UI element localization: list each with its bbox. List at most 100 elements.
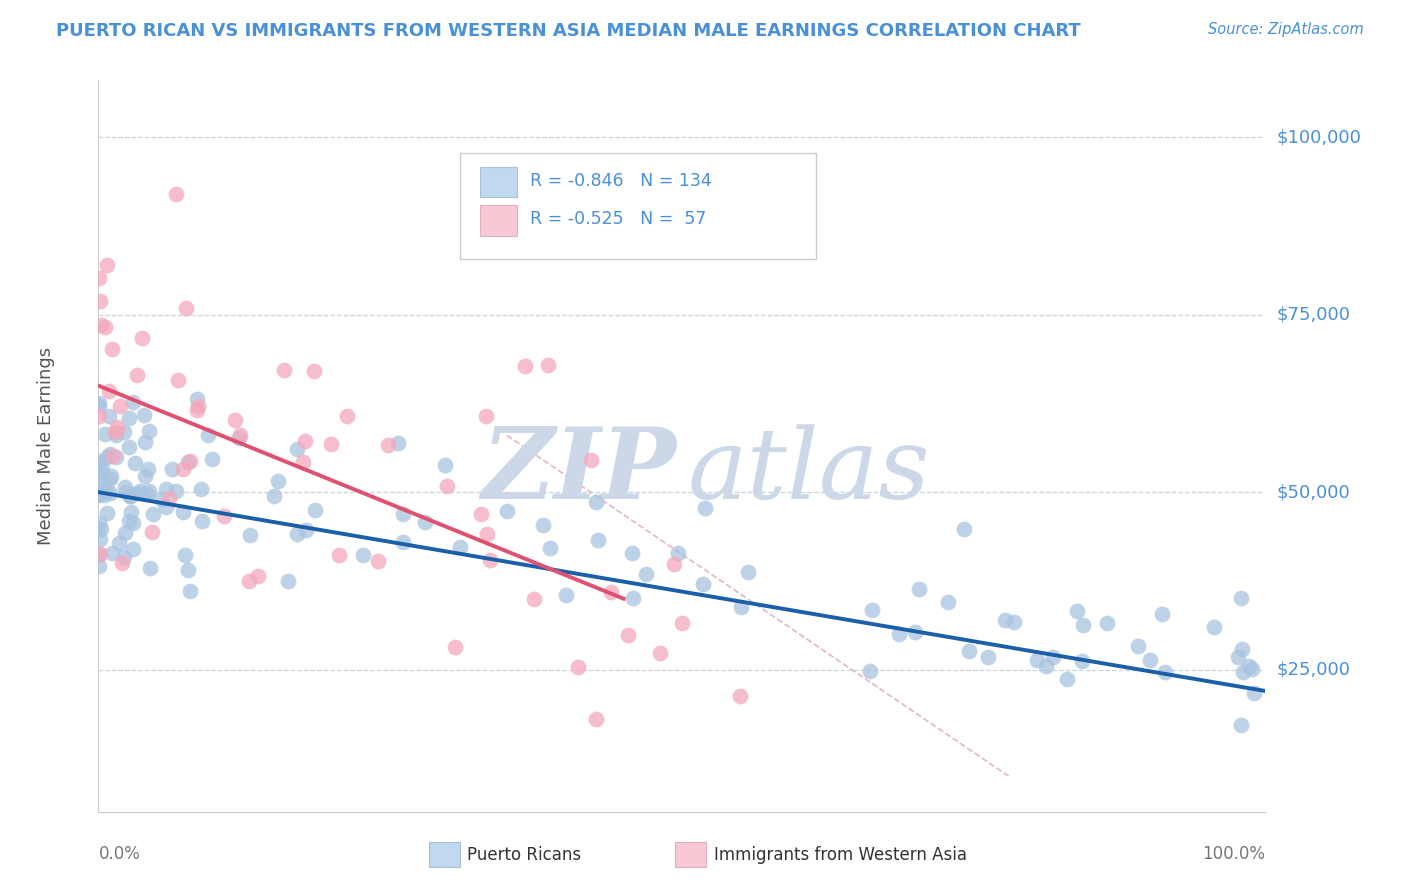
Point [887, 627, 910, 641]
Point [859, 664, 882, 678]
Point [692, 577, 714, 591]
Point [1097, 615, 1119, 630]
Point [952, 522, 974, 536]
Point [96, 258, 118, 272]
Point [89, 473, 111, 487]
Point [112, 550, 135, 565]
Point [112, 425, 135, 439]
Point [392, 507, 415, 521]
Point [523, 591, 546, 606]
Point [91, 461, 114, 475]
Text: atlas: atlas [688, 424, 931, 519]
Point [118, 489, 141, 503]
Point [118, 440, 141, 454]
Point [114, 480, 136, 494]
Point [328, 548, 350, 562]
Text: $50,000: $50,000 [1277, 483, 1350, 501]
Point [957, 643, 980, 657]
Point [321, 436, 343, 450]
Point [585, 495, 607, 509]
Point [449, 540, 471, 554]
Point [267, 474, 290, 488]
Point [352, 548, 374, 562]
Point [177, 455, 200, 469]
Point [936, 595, 959, 609]
Point [737, 565, 759, 579]
Point [179, 584, 201, 599]
Point [87, 547, 110, 561]
Point [165, 186, 187, 201]
Point [166, 373, 188, 387]
Text: $75,000: $75,000 [1277, 306, 1351, 324]
Point [190, 482, 212, 496]
Point [136, 461, 159, 475]
Text: R = -0.846   N = 134: R = -0.846 N = 134 [530, 172, 711, 190]
Point [239, 528, 262, 542]
Point [98, 471, 121, 485]
Point [118, 490, 141, 504]
Point [89, 487, 111, 501]
Point [229, 428, 252, 442]
Point [108, 536, 131, 550]
Point [1232, 641, 1254, 656]
Point [121, 541, 143, 556]
Point [87, 558, 110, 573]
Point [100, 468, 122, 483]
Point [294, 434, 316, 448]
Point [118, 514, 141, 528]
Point [197, 428, 219, 442]
Point [87, 488, 110, 502]
Point [124, 456, 146, 470]
Point [187, 399, 209, 413]
Point [247, 569, 270, 583]
Point [104, 425, 127, 439]
Point [155, 500, 177, 515]
Point [977, 650, 1000, 665]
Point [1230, 591, 1253, 606]
Point [142, 507, 165, 521]
Point [89, 547, 111, 561]
Point [93, 427, 115, 442]
Point [101, 449, 124, 463]
Point [104, 450, 127, 464]
Point [1042, 650, 1064, 665]
Point [160, 462, 183, 476]
Point [105, 420, 128, 434]
Point [567, 659, 589, 673]
Text: 0.0%: 0.0% [98, 845, 141, 863]
Point [1226, 649, 1249, 664]
Point [600, 584, 623, 599]
Point [141, 524, 163, 539]
Point [191, 514, 214, 528]
Point [585, 713, 607, 727]
Point [1035, 658, 1057, 673]
Point [96, 481, 118, 495]
Point [238, 574, 260, 588]
Point [96, 506, 118, 520]
Point [579, 452, 602, 467]
Point [367, 554, 389, 568]
Point [1002, 615, 1025, 629]
Point [131, 331, 153, 345]
Text: $100,000: $100,000 [1277, 128, 1361, 146]
Point [515, 359, 537, 373]
Point [90, 522, 112, 536]
Point [904, 624, 927, 639]
Point [89, 454, 111, 468]
Point [87, 516, 110, 530]
Point [1071, 618, 1094, 632]
Point [1237, 659, 1260, 673]
Point [304, 503, 326, 517]
Point [1066, 604, 1088, 618]
Text: $25,000: $25,000 [1277, 661, 1351, 679]
Point [172, 505, 194, 519]
Point [671, 615, 693, 630]
Text: 100.0%: 100.0% [1202, 845, 1265, 863]
Point [177, 563, 200, 577]
Point [120, 505, 142, 519]
Point [101, 343, 124, 357]
Point [224, 412, 246, 426]
Point [118, 411, 141, 425]
Point [555, 588, 578, 602]
Point [1139, 653, 1161, 667]
